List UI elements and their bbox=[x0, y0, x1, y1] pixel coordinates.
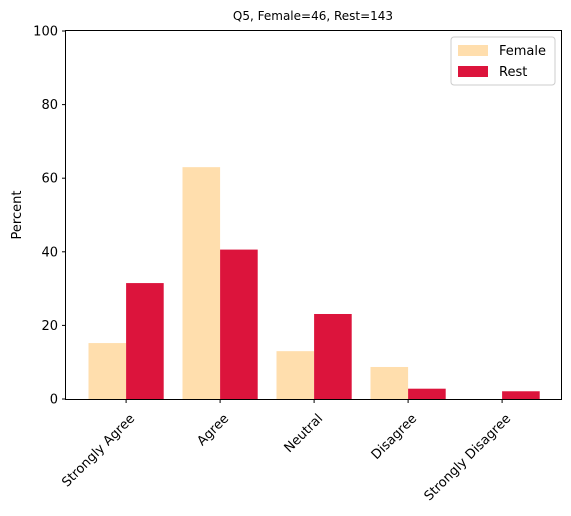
x-tick-label: Agree bbox=[195, 411, 233, 449]
bars-group bbox=[88, 167, 540, 399]
bar-rest-disagree bbox=[408, 388, 446, 399]
legend-label-rest: Rest bbox=[499, 65, 527, 80]
y-tick-label: 60 bbox=[41, 172, 58, 187]
bar-female-neutral bbox=[276, 351, 315, 399]
y-tick-label: 0 bbox=[50, 393, 58, 408]
x-tick-label: Strongly Disagree bbox=[422, 411, 515, 504]
bar-female-agree bbox=[182, 167, 221, 399]
y-tick-label: 40 bbox=[41, 245, 58, 260]
y-axis-ticks: 0 20 40 60 80 100 bbox=[33, 25, 66, 408]
plot-frame bbox=[65, 30, 562, 400]
bar-rest-agree bbox=[220, 249, 258, 399]
x-tick-label: Strongly Agree bbox=[59, 411, 138, 490]
bar-rest-neutral bbox=[314, 313, 352, 399]
bar-female-disagree bbox=[370, 366, 409, 399]
y-tick-label: 20 bbox=[41, 319, 58, 334]
legend-label-female: Female bbox=[499, 44, 546, 59]
bar-female-strongly-agree bbox=[88, 343, 127, 399]
bar-rest-strongly-disagree bbox=[502, 391, 540, 399]
legend-swatch-female bbox=[458, 45, 488, 56]
y-axis-label: Percent bbox=[10, 191, 25, 240]
y-tick-label: 80 bbox=[41, 98, 58, 113]
legend: Female Rest bbox=[450, 36, 556, 86]
legend-swatch-rest bbox=[458, 66, 488, 77]
x-tick-label: Neutral bbox=[282, 411, 327, 456]
y-tick-label: 100 bbox=[33, 25, 58, 40]
chart-title: Q5, Female=46, Rest=143 bbox=[233, 9, 393, 23]
x-axis-ticks: Strongly Agree Agree Neutral Disagree Strong… bbox=[59, 399, 514, 504]
bar-rest-strongly-agree bbox=[126, 283, 164, 399]
x-tick-label: Disagree bbox=[369, 411, 420, 462]
